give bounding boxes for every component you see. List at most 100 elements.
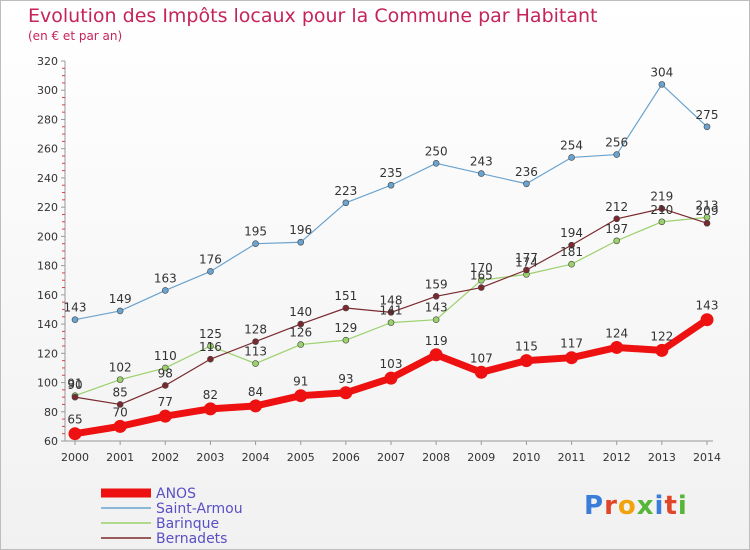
- data-label: 148: [380, 293, 403, 307]
- data-point: [387, 319, 395, 326]
- data-point: [71, 393, 79, 401]
- x-tick-label: 2014: [693, 451, 721, 464]
- y-tick-label: 120: [37, 347, 58, 360]
- data-point: [342, 336, 350, 344]
- x-tick-label: 2009: [467, 451, 495, 464]
- x-tick-label: 2012: [603, 451, 631, 464]
- data-label: 98: [158, 366, 173, 380]
- y-tick-label: 260: [37, 143, 58, 156]
- y-tick-label: 100: [37, 377, 58, 390]
- data-point: [339, 386, 353, 400]
- data-point: [161, 364, 169, 372]
- data-label: 181: [560, 245, 583, 259]
- legend-label: Bernadets: [156, 531, 227, 547]
- data-label: 223: [334, 184, 357, 198]
- data-point: [703, 123, 711, 131]
- data-label: 304: [650, 65, 673, 79]
- data-label: 170: [470, 261, 493, 275]
- data-label: 143: [64, 301, 87, 315]
- data-label: 236: [515, 165, 538, 179]
- data-point: [387, 309, 395, 316]
- data-point: [658, 81, 666, 88]
- data-point: [387, 181, 395, 189]
- x-tick-label: 2010: [512, 451, 540, 464]
- x-tick-label: 2011: [558, 451, 586, 464]
- data-label: 213: [696, 198, 719, 212]
- data-label: 254: [560, 138, 583, 152]
- y-tick-label: 300: [37, 84, 58, 97]
- logo-letter: i: [654, 491, 665, 521]
- data-point: [523, 266, 530, 274]
- x-tick-label: 2005: [287, 451, 315, 464]
- legend-label: ANOS: [156, 486, 196, 502]
- data-label: 212: [605, 200, 628, 214]
- data-point: [613, 151, 621, 158]
- data-label: 65: [67, 413, 82, 427]
- data-label: 122: [650, 329, 673, 343]
- data-label: 125: [199, 327, 222, 341]
- y-tick-label: 180: [37, 260, 58, 273]
- data-point: [477, 284, 485, 291]
- legend-label: Barinque: [156, 516, 219, 532]
- data-label: 163: [154, 271, 177, 285]
- data-point: [610, 340, 624, 354]
- data-point: [297, 238, 305, 246]
- proxiti-logo: Proxiti: [584, 491, 688, 521]
- x-tick-label: 2001: [106, 451, 134, 464]
- data-point: [116, 376, 124, 383]
- data-point: [68, 427, 82, 441]
- data-label: 124: [605, 326, 628, 340]
- data-label: 103: [380, 357, 403, 371]
- data-label: 128: [244, 323, 267, 337]
- logo-letter: r: [604, 491, 618, 521]
- data-point: [477, 276, 485, 284]
- data-label: 141: [380, 304, 403, 318]
- data-label: 143: [696, 299, 719, 313]
- data-label: 91: [293, 375, 308, 389]
- data-point: [297, 320, 305, 328]
- data-point: [71, 316, 79, 323]
- x-tick-label: 2008: [422, 451, 450, 464]
- data-point: [161, 287, 169, 294]
- logo-letter: t: [664, 491, 678, 521]
- data-label: 149: [109, 292, 132, 306]
- logo-letter: i: [677, 491, 688, 521]
- data-point: [477, 170, 485, 177]
- y-tick-label: 240: [37, 172, 58, 185]
- data-point: [432, 316, 440, 323]
- data-point: [252, 338, 259, 345]
- chart-title: Evolution des Impôts locaux pour la Comm…: [28, 5, 598, 27]
- chart-subtitle: (en € et par an): [28, 29, 123, 43]
- data-label: 91: [67, 377, 82, 391]
- data-point: [342, 199, 350, 207]
- y-tick-label: 60: [44, 435, 58, 448]
- data-label: 151: [334, 289, 357, 303]
- data-point: [207, 342, 214, 350]
- data-label: 177: [515, 251, 538, 265]
- data-label: 275: [696, 108, 719, 122]
- data-point: [700, 313, 714, 327]
- data-label: 117: [560, 337, 583, 351]
- data-point: [568, 154, 575, 161]
- data-point: [116, 307, 124, 315]
- data-point: [207, 355, 214, 363]
- y-tick-label: 320: [37, 55, 58, 68]
- data-point: [565, 351, 579, 365]
- data-label: 243: [470, 155, 493, 169]
- y-tick-label: 200: [37, 230, 58, 243]
- data-label: 194: [560, 226, 583, 240]
- data-label: 113: [244, 345, 267, 359]
- data-point: [252, 360, 259, 367]
- data-point: [568, 241, 575, 249]
- data-label: 195: [244, 225, 267, 239]
- data-point: [203, 402, 217, 416]
- data-label: 116: [199, 340, 222, 354]
- data-label: 126: [289, 326, 312, 340]
- data-label: 209: [696, 204, 719, 218]
- data-label: 210: [650, 203, 673, 217]
- data-point: [523, 180, 530, 188]
- y-tick-label: 160: [37, 289, 58, 302]
- x-tick-label: 2006: [332, 451, 360, 464]
- data-point: [294, 389, 308, 403]
